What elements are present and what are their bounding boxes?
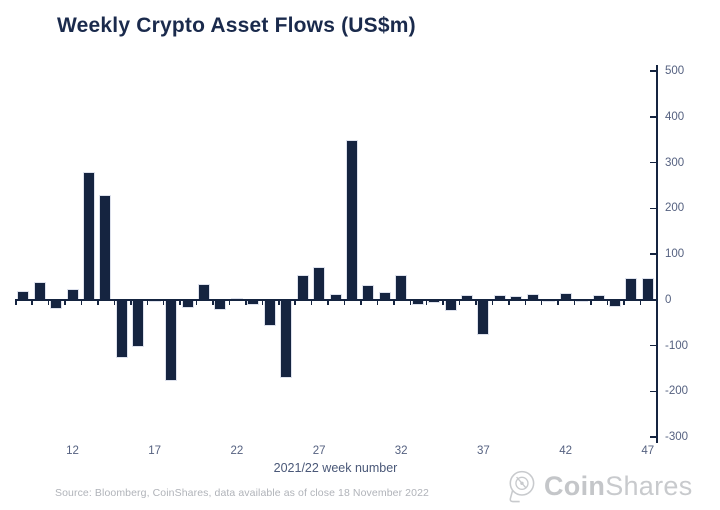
x-axis-tick (228, 300, 231, 305)
x-tick-label-32: 32 (394, 445, 408, 457)
x-axis-tick (475, 300, 477, 305)
x-axis-tick (343, 300, 346, 305)
bar-week-46 (625, 278, 638, 300)
bar-week-32 (395, 274, 408, 300)
bar-week-25 (280, 299, 293, 378)
y-tick-label-0: 0 (665, 293, 672, 306)
x-axis-tick (261, 300, 263, 305)
y-tick-mark (650, 390, 656, 392)
bar-week-30 (362, 285, 375, 300)
x-axis-tick (179, 300, 181, 305)
x-axis-line (15, 298, 658, 301)
bar-week-26 (296, 274, 309, 300)
x-axis-tick (425, 300, 428, 305)
logo-text-coin: Coin (544, 470, 606, 501)
y-tick-label-200: 200 (665, 202, 685, 215)
y-tick-label-300: 300 (665, 156, 685, 169)
bar-week-37 (477, 299, 490, 335)
bar-week-18 (165, 299, 178, 381)
x-tick-label-27: 27 (312, 445, 326, 457)
bar-week-20 (198, 283, 210, 300)
chart-title: Weekly Crypto Asset Flows (US$m) (57, 14, 416, 37)
y-tick-mark (650, 299, 656, 301)
bar-week-11 (50, 299, 63, 310)
x-axis-tick (310, 300, 313, 305)
x-axis-tick (146, 300, 148, 305)
bar-week-14 (99, 194, 112, 300)
x-axis-tick (195, 300, 198, 305)
bar-week-13 (83, 171, 95, 300)
x-axis-tick (508, 300, 510, 305)
x-tick-label-37: 37 (476, 445, 490, 457)
y-axis-line (656, 65, 658, 443)
x-axis-tick (409, 300, 411, 305)
y-tick-label--100: -100 (665, 339, 689, 352)
y-tick-label-500: 500 (665, 65, 685, 77)
x-axis-tick (540, 300, 543, 305)
x-tick-label-22: 22 (230, 445, 244, 457)
y-tick-label--300: -300 (665, 431, 689, 443)
x-axis-tick (360, 300, 362, 305)
coinshares-logo-icon (509, 470, 535, 502)
x-axis-tick (113, 300, 116, 305)
x-axis-tick (639, 300, 642, 305)
x-axis-tick (606, 300, 609, 305)
x-axis-tick (458, 300, 461, 305)
x-axis-tick (31, 300, 33, 305)
y-tick-mark (650, 436, 656, 438)
x-tick-label-47: 47 (641, 445, 655, 457)
x-tick-label-42: 42 (559, 445, 572, 457)
y-tick-label-100: 100 (665, 248, 685, 260)
x-axis-tick (278, 300, 280, 305)
source-note: Source: Bloomberg, CoinShares, data avai… (55, 487, 429, 499)
x-axis-tick (47, 300, 50, 305)
y-tick-label--200: -200 (665, 385, 689, 398)
x-axis-tick (573, 300, 576, 305)
bar-week-21 (214, 299, 227, 310)
bar-week-10 (33, 281, 46, 300)
x-axis-tick (212, 300, 214, 305)
x-axis-tick (442, 300, 444, 305)
x-axis-tick (162, 300, 165, 305)
y-tick-mark (650, 116, 656, 118)
x-axis-tick (97, 300, 99, 305)
y-tick-mark (650, 70, 656, 72)
x-tick-label-12: 12 (66, 445, 79, 457)
x-axis-tick (130, 300, 132, 305)
bar-week-19 (181, 299, 194, 308)
bar-week-24 (263, 299, 276, 327)
x-axis-tick (623, 300, 625, 305)
x-axis-tick (557, 300, 559, 305)
y-tick-mark (650, 253, 656, 255)
bar-week-16 (132, 299, 145, 348)
x-axis-tick (376, 300, 379, 305)
coinshares-logo-text: CoinShares (544, 470, 693, 501)
x-axis-tick (327, 300, 329, 305)
x-axis-tick (15, 300, 17, 305)
y-tick-mark (650, 344, 656, 347)
x-axis-tick (245, 300, 247, 305)
bar-week-45 (608, 299, 621, 308)
y-tick-mark (650, 161, 656, 164)
bar-week-27 (313, 266, 326, 300)
x-tick-label-17: 17 (148, 445, 162, 457)
y-tick-mark (650, 207, 656, 209)
x-axis-title: 2021/22 week number (273, 461, 398, 475)
bar-week-47 (641, 278, 654, 300)
x-axis-tick (80, 300, 83, 305)
bar-week-35 (444, 299, 457, 312)
logo-text-shares: Shares (605, 470, 693, 501)
x-axis-tick (524, 300, 526, 305)
x-axis-tick (294, 300, 296, 305)
bar-week-15 (115, 299, 128, 358)
x-axis-tick (590, 300, 592, 305)
x-axis-tick (491, 300, 494, 305)
x-axis-tick (393, 300, 395, 305)
coinshares-logo: CoinShares (506, 466, 693, 506)
y-tick-label-400: 400 (665, 110, 685, 123)
bar-week-29 (345, 139, 358, 300)
x-axis-tick (64, 300, 66, 305)
